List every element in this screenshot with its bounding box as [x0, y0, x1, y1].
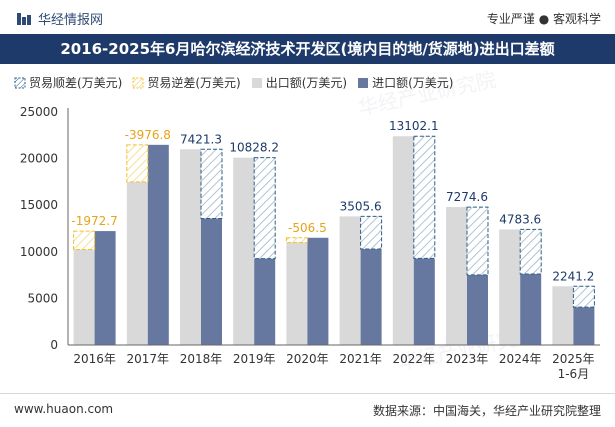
export-bar — [499, 229, 521, 345]
title-bar: 2016-2025年6月哈尔滨经济技术开发区(境内目的地/货源地)进出口差额 — [0, 34, 615, 64]
surplus-bar — [253, 157, 276, 260]
legend-swatch-export-icon — [251, 77, 262, 88]
watermark-text: 华经产业研究院 — [356, 67, 498, 120]
x-tick-label: 2025年 1-6月 — [552, 352, 595, 381]
legend-label-export: 出口额(万美元) — [265, 76, 348, 90]
y-tick-label: 5000 — [27, 291, 58, 305]
legend-label-surplus: 贸易顺差(万美元) — [29, 76, 123, 90]
x-tick-label: 2022年 — [393, 352, 436, 366]
balance-label: -3976.8 — [125, 128, 171, 142]
balance-label: 4783.6 — [499, 212, 541, 226]
import-bar — [467, 274, 488, 345]
legend-item-surplus: 贸易顺差(万美元) — [14, 74, 122, 91]
legend: 贸易顺差(万美元) 贸易逆差(万美元) 出口额(万美元) 进 — [14, 74, 464, 91]
legend-item-deficit: 贸易逆差(万美元) — [132, 74, 241, 91]
legend-swatch-import-icon — [358, 77, 369, 88]
chart-title: 2016-2025年6月哈尔滨经济技术开发区(境内目的地/货源地)进出口差额 — [60, 40, 555, 58]
balance-label: -506.5 — [288, 221, 327, 235]
balance-label: 13102.1 — [389, 119, 439, 133]
import-bar — [413, 258, 435, 345]
export-bar — [180, 149, 201, 345]
export-bar — [126, 181, 148, 345]
import-bar — [147, 144, 169, 345]
y-tick-label: 10000 — [20, 245, 58, 259]
export-bar — [233, 157, 255, 345]
y-tick-label: 0 — [50, 338, 58, 352]
legend-label-import: 进口额(万美元) — [372, 76, 454, 90]
deficit-bar — [285, 237, 308, 243]
top-bar: 华经情报网 专业严谨 ● 客观科学 — [0, 0, 615, 34]
y-tick-label: 25000 — [20, 105, 58, 119]
balance-label: 7274.6 — [446, 190, 488, 204]
import-bar — [573, 307, 595, 345]
x-tick-label: 2021年 — [339, 352, 382, 366]
surplus-bar — [200, 148, 223, 219]
export-bar — [339, 216, 361, 345]
brand: 华经情报网 — [16, 9, 103, 28]
legend-item-export: 出口额(万美元) — [251, 74, 347, 91]
surplus-bar — [413, 135, 436, 259]
footer-website[interactable]: www.huaon.com — [14, 402, 114, 416]
x-tick-label: 2019年 — [233, 352, 276, 366]
x-tick-label: 2018年 — [180, 352, 223, 366]
export-bar — [286, 242, 308, 345]
surplus-bar — [519, 228, 542, 275]
legend-swatch-deficit-icon — [132, 77, 144, 88]
balance-label: 7421.3 — [180, 132, 222, 146]
x-tick-label: 2024年 — [499, 352, 542, 366]
brand-name: 华经情报网 — [38, 13, 104, 28]
surplus-bar — [360, 215, 383, 250]
export-bar — [446, 207, 467, 345]
import-bar — [201, 218, 222, 345]
footer-divider — [0, 393, 615, 394]
export-bar — [392, 136, 414, 345]
deficit-bar — [126, 144, 149, 183]
slogan: 专业严谨 ● 客观科学 — [486, 12, 601, 26]
import-bar — [520, 274, 542, 345]
import-bar — [307, 237, 329, 345]
x-tick-label: 2016年 — [73, 352, 116, 366]
import-bar — [360, 249, 382, 345]
x-tick-label: 2023年 — [446, 352, 489, 366]
brand-logo-icon — [17, 12, 31, 25]
export-bar — [552, 286, 574, 345]
x-tick-label: 2020年 — [286, 352, 329, 366]
balance-label: 2241.2 — [552, 269, 594, 283]
footer-source: 数据来源：中国海关，华经产业研究院整理 — [372, 404, 601, 418]
surplus-bar — [572, 285, 595, 308]
balance-label: 10828.2 — [229, 141, 279, 155]
legend-label-deficit: 贸易逆差(万美元) — [147, 76, 241, 90]
export-bar — [73, 249, 95, 345]
balance-label: 3505.6 — [340, 199, 382, 213]
y-tick-label: 15000 — [20, 198, 58, 212]
import-bar — [254, 258, 276, 345]
legend-item-import: 进口额(万美元) — [357, 74, 454, 91]
surplus-bar — [466, 206, 489, 276]
y-tick-label: 20000 — [20, 152, 58, 166]
legend-swatch-surplus-icon — [14, 77, 26, 88]
import-bar — [94, 231, 116, 345]
deficit-bar — [73, 230, 96, 250]
x-tick-label: 2017年 — [127, 352, 170, 366]
balance-label: -1972.7 — [71, 214, 117, 228]
